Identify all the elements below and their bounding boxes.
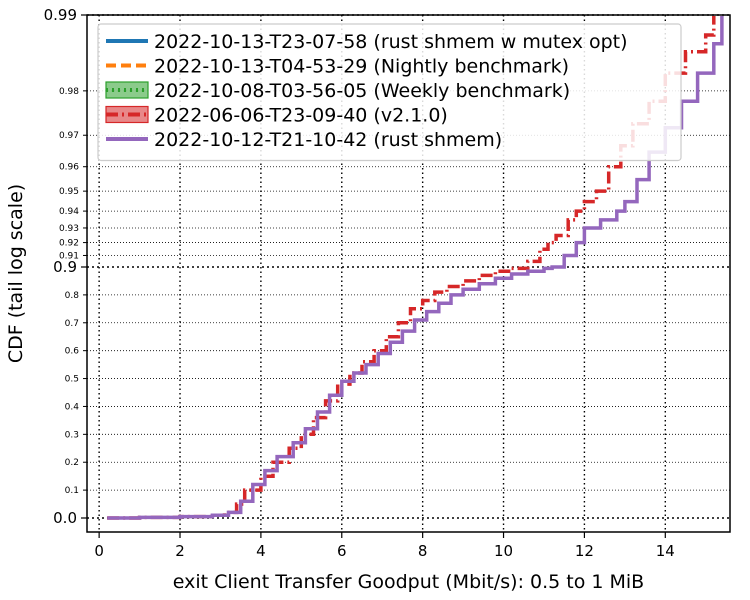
y-minor-tick-label: 0.92	[59, 239, 79, 249]
y-axis-label: CDF (tail log scale)	[5, 184, 27, 363]
x-tick-label: 12	[575, 542, 594, 560]
y-minor-tick-label: 0.5	[65, 375, 79, 385]
y-major-tick-label: 0.0	[53, 509, 77, 527]
series-line-4	[107, 16, 724, 520]
legend: 2022-10-13-T23-07-58 (rust shmem w mutex…	[97, 23, 682, 162]
y-minor-tick-label: 0.91	[59, 251, 79, 261]
x-axis: 0 2 4 6 8 10 12 14	[94, 532, 675, 560]
y-minor-tick-label: 0.96	[59, 163, 79, 173]
plot-frame	[86, 14, 731, 533]
x-tick-label: 10	[494, 542, 513, 560]
series-line-3	[107, 16, 716, 520]
legend-box	[97, 23, 682, 162]
x-tick-label: 8	[418, 542, 428, 560]
legend-label-2: 2022-10-08-T03-56-05 (Weekly benchmark)	[154, 80, 570, 102]
y-axis: 0.1 0.2 0.3 0.4 0.5 0.6 0.7 0.8 0.91 0.92 0.93 0.94…	[44, 6, 87, 527]
y-minor-tick-label: 0.2	[65, 458, 79, 468]
legend-label-0: 2022-10-13-T23-07-58 (rust shmem w mutex…	[154, 31, 628, 53]
y-minor-tick-label: 0.93	[59, 224, 79, 234]
y-minor-tick-label: 0.3	[65, 430, 79, 440]
x-tick-label: 0	[94, 542, 104, 560]
y-minor-tick-label: 0.8	[65, 291, 80, 301]
x-axis-label: exit Client Transfer Goodput (Mbit/s): 0…	[173, 571, 644, 593]
legend-label-4: 2022-10-12-T21-10-42 (rust shmem)	[154, 129, 502, 151]
y-major-tick-label: 0.99	[44, 6, 77, 24]
series-lines	[107, 16, 724, 520]
y-minor-tick-label: 0.7	[65, 319, 79, 329]
y-minor-tick-label: 0.94	[59, 207, 79, 217]
y-minor-tick-label: 0.97	[59, 131, 79, 141]
y-minor-tick-label: 0.1	[65, 486, 79, 496]
x-tick-label: 14	[656, 542, 675, 560]
y-minor-tick-label: 0.4	[65, 402, 80, 412]
legend-label-3: 2022-06-06-T23-09-40 (v2.1.0)	[154, 105, 448, 127]
legend-label-1: 2022-10-13-T04-53-29 (Nightly benchmark)	[154, 56, 569, 78]
x-tick-label: 2	[175, 542, 185, 560]
y-minor-tick-label: 0.98	[59, 87, 79, 97]
y-minor-tick-label: 0.6	[65, 347, 80, 357]
x-tick-label: 4	[256, 542, 266, 560]
y-major-tick-label: 0.9	[53, 258, 77, 276]
x-tick-label: 6	[337, 542, 347, 560]
y-minor-tick-label: 0.95	[59, 187, 79, 197]
